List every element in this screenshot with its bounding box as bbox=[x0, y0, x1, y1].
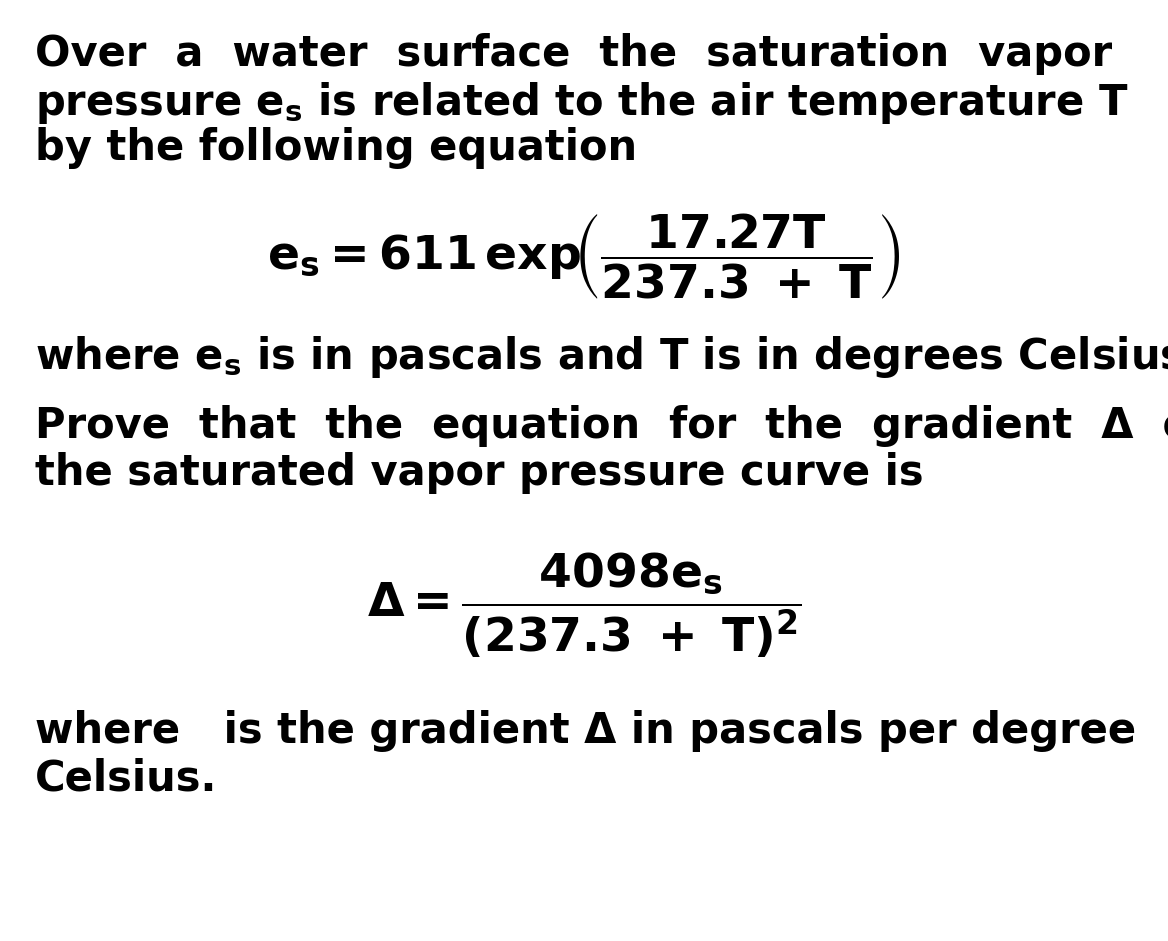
Text: where $\mathbf{e_s}$ is in pascals and T is in degrees Celsius.: where $\mathbf{e_s}$ is in pascals and T… bbox=[35, 334, 1168, 380]
Text: pressure $\mathbf{e_s}$ is related to the air temperature T: pressure $\mathbf{e_s}$ is related to th… bbox=[35, 80, 1128, 126]
Text: Prove  that  the  equation  for  the  gradient  Δ  of: Prove that the equation for the gradient… bbox=[35, 405, 1168, 447]
Text: Over  a  water  surface  the  saturation  vapor: Over a water surface the saturation vapo… bbox=[35, 33, 1112, 75]
Text: $\mathbf{\Delta = \dfrac{4098e_s}{(237.3\ +\ T)^2}}$: $\mathbf{\Delta = \dfrac{4098e_s}{(237.3… bbox=[367, 550, 801, 661]
Text: where   is the gradient Δ in pascals per degree: where is the gradient Δ in pascals per d… bbox=[35, 710, 1136, 753]
Text: $\mathbf{e_s = 611\,exp\!\left(\dfrac{17.27T}{237.3\ +\ T}\right)}$: $\mathbf{e_s = 611\,exp\!\left(\dfrac{17… bbox=[267, 212, 901, 301]
Text: by the following equation: by the following equation bbox=[35, 127, 638, 169]
Text: Celsius.: Celsius. bbox=[35, 758, 217, 800]
Text: the saturated vapor pressure curve is: the saturated vapor pressure curve is bbox=[35, 452, 924, 494]
